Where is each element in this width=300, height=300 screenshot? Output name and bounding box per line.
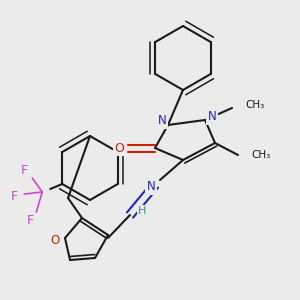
Text: CH₃: CH₃ xyxy=(251,150,270,160)
Text: N: N xyxy=(208,110,216,124)
Text: O: O xyxy=(114,142,124,154)
Text: N: N xyxy=(158,115,166,128)
Text: F: F xyxy=(27,214,34,226)
Text: O: O xyxy=(50,233,60,247)
Text: CH₃: CH₃ xyxy=(245,100,264,110)
Text: F: F xyxy=(21,164,28,176)
Text: F: F xyxy=(11,190,18,203)
Text: H: H xyxy=(138,206,146,216)
Text: N: N xyxy=(147,181,155,194)
